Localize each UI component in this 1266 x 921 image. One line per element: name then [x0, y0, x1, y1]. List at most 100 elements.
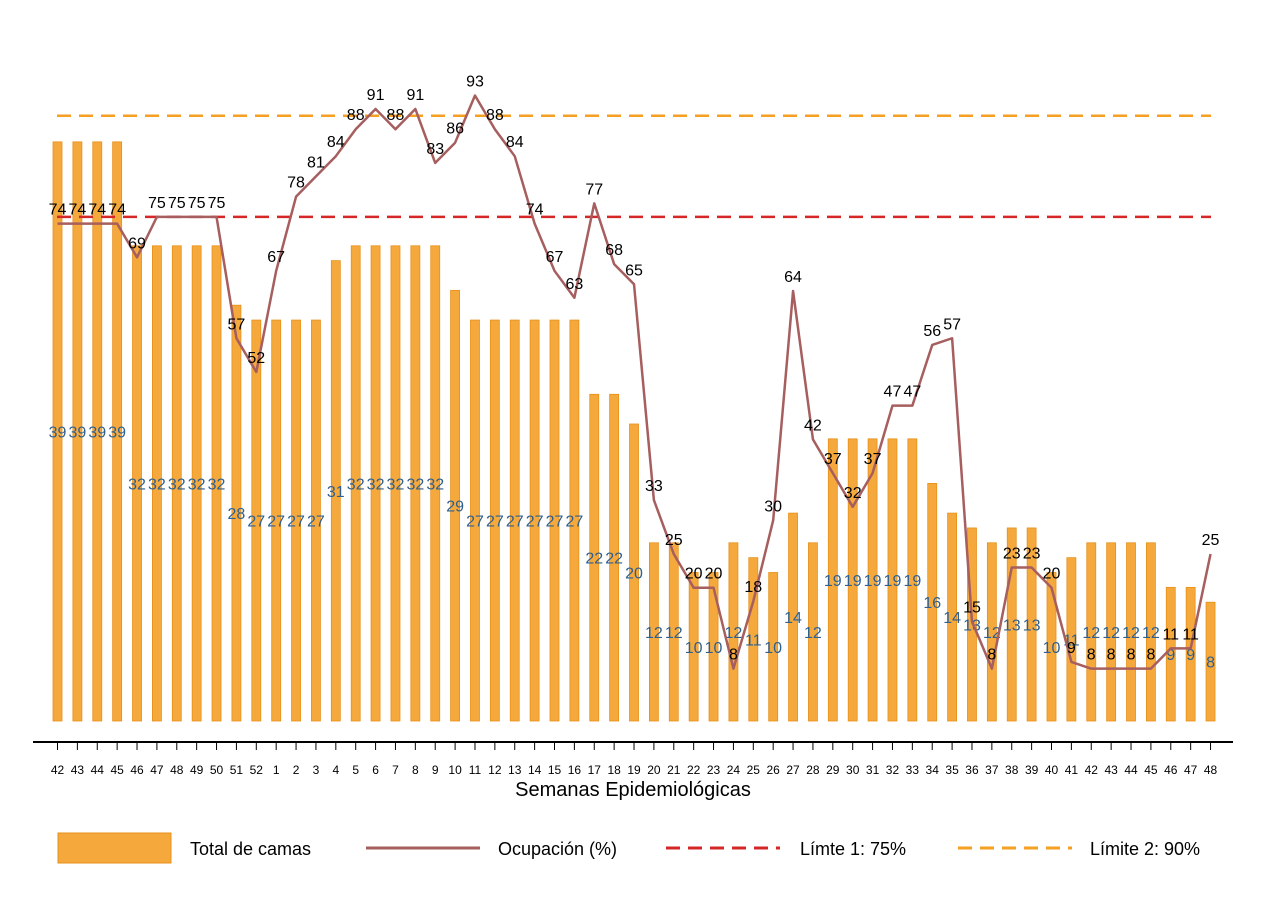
occupancy-value-label: 8	[1127, 647, 1136, 664]
bar-value-label: 12	[804, 625, 822, 642]
bar-value-label: 39	[68, 424, 86, 441]
x-tick-label: 41	[1065, 763, 1079, 777]
bar	[748, 557, 759, 722]
x-tick-label: 23	[707, 763, 721, 777]
bar	[211, 245, 222, 722]
x-tick-label: 17	[588, 763, 602, 777]
occupancy-value-label: 74	[49, 202, 67, 219]
occupancy-line	[57, 94, 1212, 670]
x-tick-label: 37	[985, 763, 999, 777]
bar	[569, 319, 580, 722]
x-tick-label: 47	[150, 763, 164, 777]
x-tick-label: 19	[627, 763, 641, 777]
x-tick-label: 18	[607, 763, 621, 777]
x-tick-label: 49	[190, 763, 204, 777]
x-tick-label: 21	[667, 763, 681, 777]
bar	[1046, 572, 1057, 722]
occupancy-value-label: 68	[605, 242, 623, 259]
x-tick-label: 31	[866, 763, 880, 777]
bar-value-label: 13	[1023, 617, 1041, 634]
bar	[649, 542, 659, 722]
occupancy-value-label: 69	[128, 235, 146, 252]
x-tick-label: 38	[1005, 763, 1019, 777]
occupancy-value-label: 63	[565, 276, 583, 293]
occupancy-value-label: 20	[685, 566, 703, 583]
bar	[1026, 527, 1037, 722]
bar	[986, 542, 997, 722]
bar	[768, 572, 779, 722]
bar-value-label: 39	[88, 424, 106, 441]
bar-value-label: 27	[506, 514, 524, 531]
bar	[112, 141, 123, 722]
x-tick-label: 44	[91, 763, 105, 777]
x-tick-label: 14	[528, 763, 542, 777]
x-tick-label: 22	[687, 763, 701, 777]
occupancy-value-label: 47	[884, 384, 902, 401]
bar	[151, 245, 162, 722]
x-tick-label: 1	[273, 763, 280, 777]
legend-label-bar: Total de camas	[190, 839, 311, 859]
occupancy-value-label: 23	[1023, 546, 1041, 563]
occupancy-value-label: 86	[446, 121, 464, 138]
bar	[1106, 542, 1117, 722]
legend-label-line: Ocupación (%)	[498, 839, 617, 859]
x-tick-label: 12	[488, 763, 502, 777]
bar-value-label: 12	[1082, 625, 1100, 642]
occupancy-value-label: 25	[665, 532, 683, 549]
x-tick-label: 47	[1184, 763, 1198, 777]
bar-value-label: 32	[347, 476, 365, 493]
legend-swatch-bar	[57, 832, 172, 864]
occupancy-value-label: 64	[784, 269, 802, 286]
occupancy-value-label: 74	[88, 202, 106, 219]
x-tick-label: 8	[412, 763, 419, 777]
occupancy-value-label: 30	[764, 498, 782, 515]
bar	[708, 572, 719, 722]
bar-value-label: 27	[307, 514, 325, 531]
bar	[668, 542, 679, 722]
occupancy-value-label: 75	[188, 195, 206, 212]
bar-value-label: 29	[446, 499, 464, 516]
bar	[728, 542, 739, 722]
bar	[827, 438, 838, 722]
occupancy-value-label: 20	[1043, 566, 1061, 583]
x-tick-label: 3	[313, 763, 320, 777]
occupancy-value-label: 8	[987, 647, 996, 664]
x-tick-label: 16	[568, 763, 582, 777]
bar	[847, 438, 858, 722]
x-tick-label: 36	[965, 763, 979, 777]
x-tick-label: 52	[250, 763, 264, 777]
bar	[450, 289, 461, 722]
occupancy-value-label: 75	[168, 195, 186, 212]
bar	[1006, 527, 1017, 722]
bar	[470, 319, 480, 722]
occupancy-value-label: 84	[327, 134, 345, 151]
bar	[390, 245, 401, 722]
x-tick-label: 11	[469, 763, 482, 777]
occupancy-value-label: 11	[1162, 626, 1179, 643]
occupancy-value-label: 8	[729, 647, 738, 664]
bar	[887, 438, 898, 722]
bar	[529, 319, 540, 722]
bar-value-label: 27	[267, 514, 285, 531]
bar	[808, 542, 818, 722]
bar	[788, 512, 798, 722]
bar-value-label: 27	[486, 514, 504, 531]
occupancy-value-label: 88	[347, 107, 365, 124]
bars-layer	[52, 141, 1216, 722]
bar	[132, 245, 142, 722]
bar-value-label: 14	[943, 610, 961, 627]
occupancy-value-label: 47	[903, 384, 921, 401]
occupancy-value-label: 9	[1067, 640, 1076, 657]
x-tick-label: 43	[71, 763, 85, 777]
x-tick-label: 46	[130, 763, 144, 777]
x-tick-label: 29	[826, 763, 840, 777]
bar	[947, 512, 957, 722]
bar-value-label: 10	[705, 640, 723, 657]
line-layer	[57, 94, 1212, 670]
bar	[509, 319, 520, 722]
occupancy-value-label: 88	[486, 107, 504, 124]
bar	[1086, 542, 1097, 722]
occupancy-value-label: 91	[367, 87, 385, 104]
